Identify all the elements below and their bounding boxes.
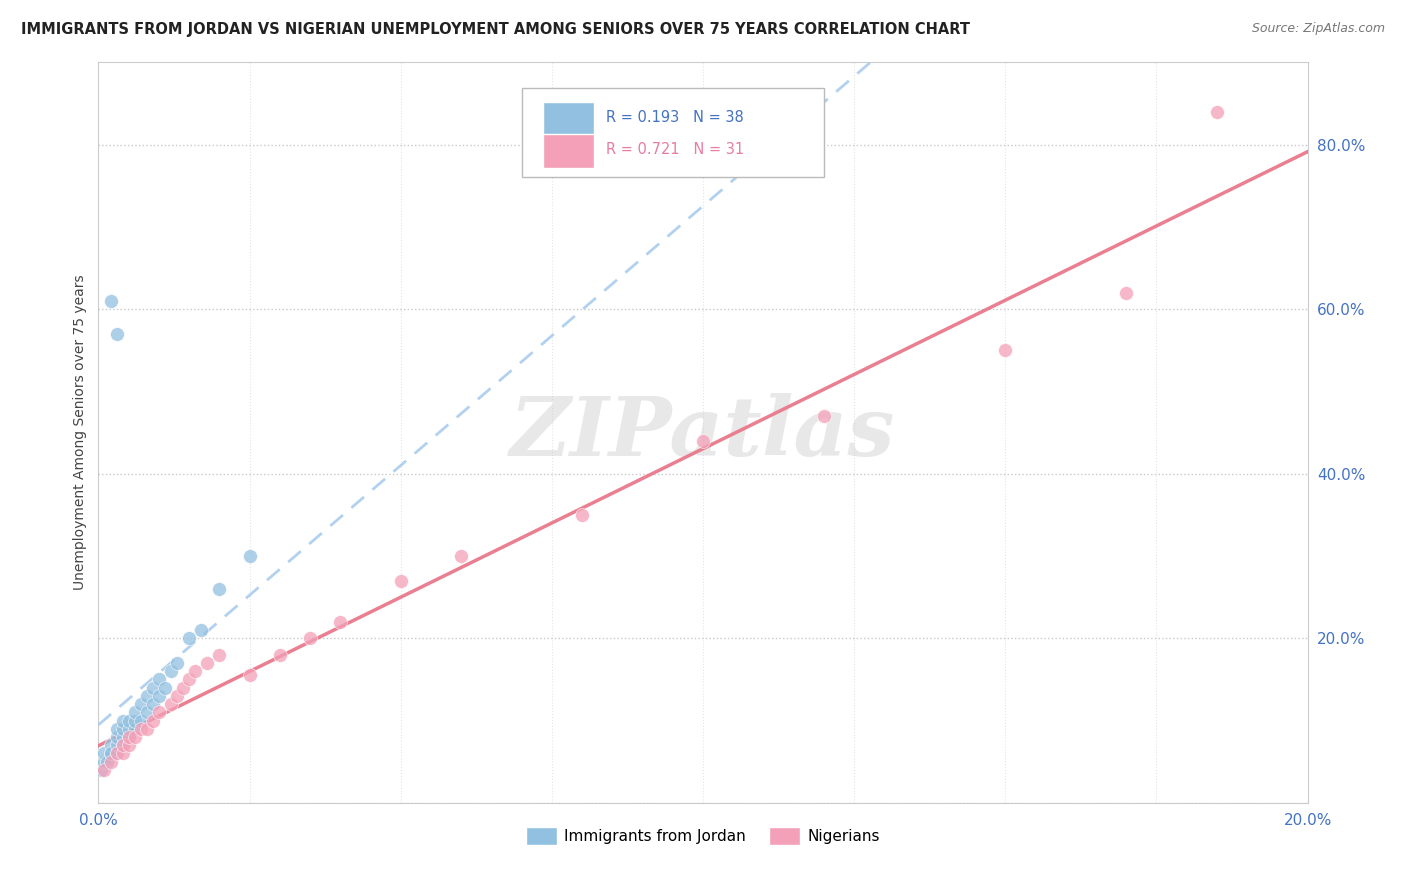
- Point: [100, 738, 122, 752]
- Point: [160, 664, 183, 678]
- Point: [1115, 285, 1137, 300]
- Point: [389, 574, 412, 588]
- Point: [184, 664, 207, 678]
- Point: [93, 763, 115, 777]
- Text: ZIPatlas: ZIPatlas: [510, 392, 896, 473]
- Point: [105, 747, 128, 761]
- Text: R = 0.721   N = 31: R = 0.721 N = 31: [606, 143, 744, 157]
- Point: [135, 689, 157, 703]
- Y-axis label: Unemployment Among Seniors over 75 years: Unemployment Among Seniors over 75 years: [73, 275, 87, 591]
- Point: [124, 730, 146, 744]
- Point: [135, 706, 157, 720]
- Point: [166, 689, 188, 703]
- Point: [195, 656, 218, 670]
- Point: [118, 730, 141, 744]
- Point: [208, 582, 231, 596]
- FancyBboxPatch shape: [522, 88, 824, 178]
- Point: [90, 763, 112, 777]
- Point: [269, 648, 291, 662]
- Point: [160, 697, 183, 711]
- Point: [118, 738, 141, 752]
- Point: [239, 549, 262, 563]
- Point: [239, 668, 262, 682]
- Point: [93, 747, 115, 761]
- Point: [153, 681, 176, 695]
- Point: [111, 722, 134, 736]
- Point: [100, 293, 122, 308]
- Legend: Immigrants from Jordan, Nigerians: Immigrants from Jordan, Nigerians: [520, 821, 886, 851]
- Point: [111, 738, 134, 752]
- Point: [135, 722, 157, 736]
- Point: [148, 706, 170, 720]
- Point: [208, 648, 231, 662]
- Point: [129, 697, 152, 711]
- Point: [118, 730, 141, 744]
- Point: [93, 755, 115, 769]
- Point: [129, 722, 152, 736]
- Point: [329, 615, 352, 629]
- Point: [100, 747, 122, 761]
- Point: [813, 409, 835, 424]
- Point: [450, 549, 472, 563]
- FancyBboxPatch shape: [543, 134, 595, 168]
- Point: [105, 738, 128, 752]
- Point: [105, 747, 128, 761]
- Point: [111, 730, 134, 744]
- Point: [571, 508, 593, 522]
- Point: [1206, 104, 1229, 119]
- Point: [118, 714, 141, 728]
- Point: [111, 738, 134, 752]
- Point: [124, 722, 146, 736]
- Point: [142, 697, 165, 711]
- Point: [105, 326, 128, 341]
- Point: [299, 632, 322, 646]
- Point: [100, 747, 122, 761]
- FancyBboxPatch shape: [543, 102, 595, 136]
- Point: [124, 714, 146, 728]
- Text: IMMIGRANTS FROM JORDAN VS NIGERIAN UNEMPLOYMENT AMONG SENIORS OVER 75 YEARS CORR: IMMIGRANTS FROM JORDAN VS NIGERIAN UNEMP…: [21, 22, 970, 37]
- Point: [166, 656, 188, 670]
- Text: R = 0.193   N = 38: R = 0.193 N = 38: [606, 111, 744, 126]
- Point: [172, 681, 194, 695]
- Point: [111, 714, 134, 728]
- Point: [148, 689, 170, 703]
- Point: [142, 681, 165, 695]
- Point: [118, 722, 141, 736]
- Point: [96, 755, 118, 769]
- Point: [100, 755, 122, 769]
- Point: [692, 434, 714, 448]
- Point: [994, 343, 1017, 358]
- Point: [142, 714, 165, 728]
- Point: [105, 730, 128, 744]
- Point: [111, 747, 134, 761]
- Point: [105, 722, 128, 736]
- Point: [148, 673, 170, 687]
- Point: [129, 714, 152, 728]
- Point: [190, 623, 212, 637]
- Point: [179, 632, 201, 646]
- Text: Source: ZipAtlas.com: Source: ZipAtlas.com: [1251, 22, 1385, 36]
- Point: [124, 706, 146, 720]
- Point: [179, 673, 201, 687]
